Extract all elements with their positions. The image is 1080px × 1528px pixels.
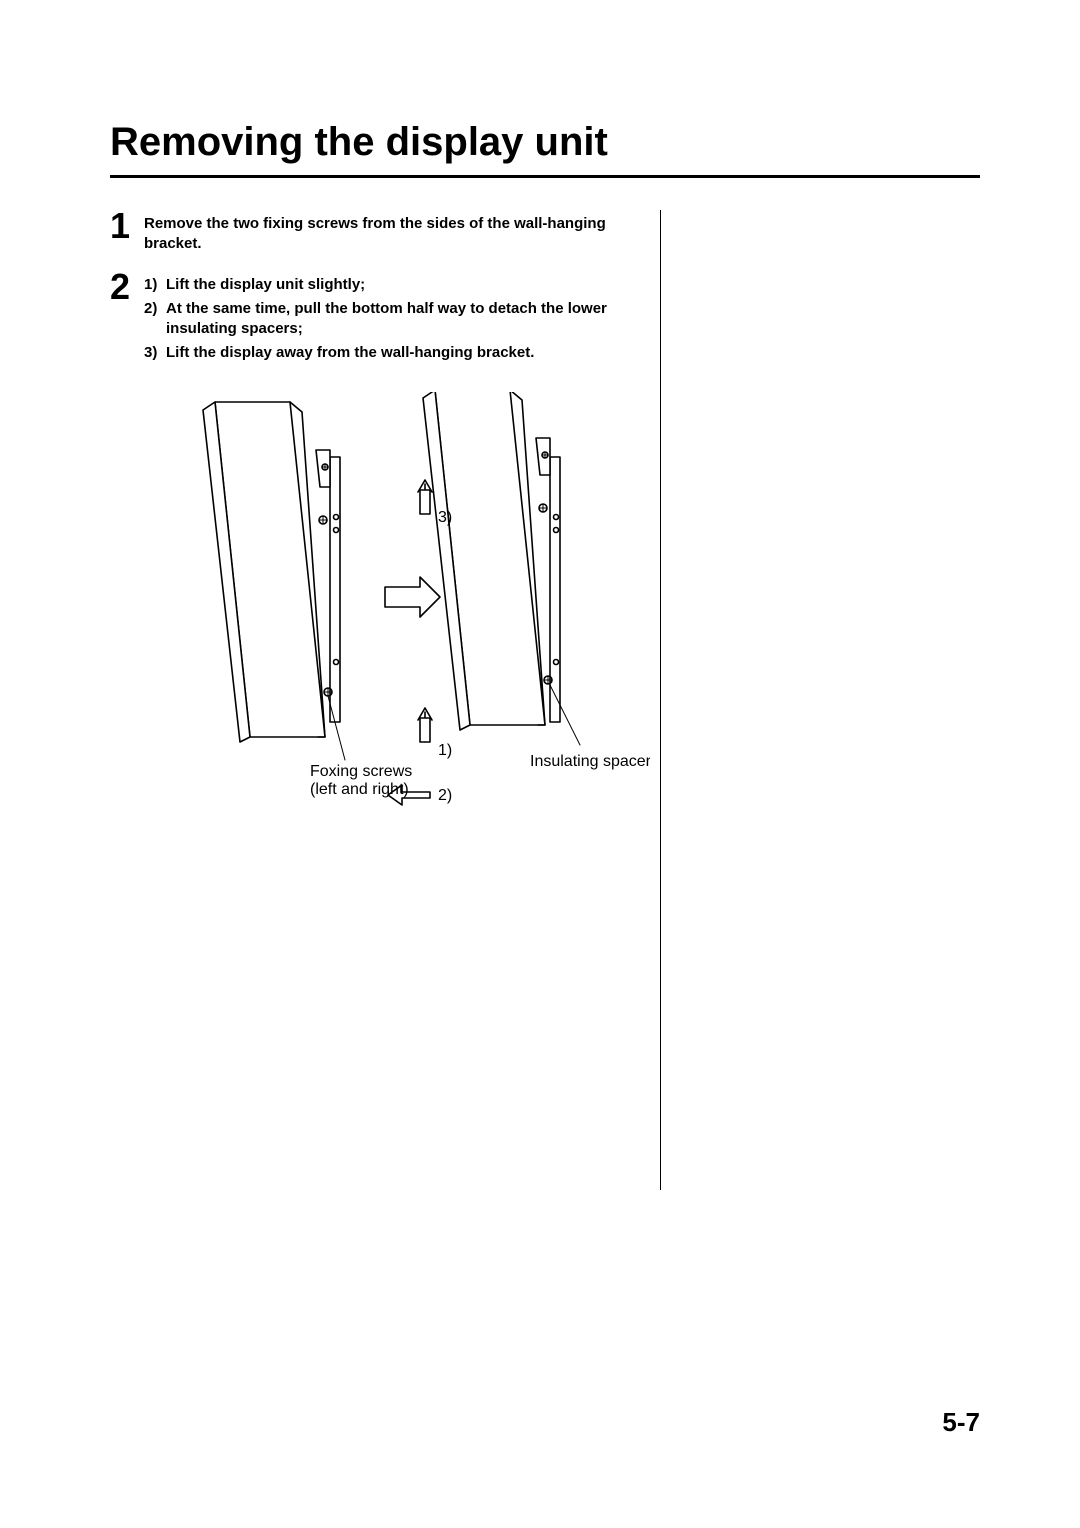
page-number: 5-7 <box>942 1407 980 1438</box>
title-rule <box>110 175 980 178</box>
step-number: 2 <box>110 269 144 305</box>
page: Removing the display unit 1 Remove the t… <box>0 0 1080 1528</box>
step-body: 1) Lift the display unit slightly; 2) At… <box>144 269 665 368</box>
label-insulating: Insulating spacer <box>530 753 650 770</box>
substep-number: 2) <box>144 299 166 340</box>
callout-2: 2) <box>438 787 452 804</box>
step-number: 1 <box>110 208 144 244</box>
step-text: Remove the two fixing screws from the si… <box>144 208 665 255</box>
arrow-up-1 <box>418 708 432 742</box>
label-foxing: Foxing screws <box>310 763 412 780</box>
callout-3: 3) <box>438 509 452 526</box>
label-foxing-sub: (left and right) <box>310 781 409 798</box>
substep-list: 1) Lift the display unit slightly; 2) At… <box>144 275 665 364</box>
substep-number: 3) <box>144 343 166 363</box>
step-1: 1 Remove the two fixing screws from the … <box>110 208 665 255</box>
substep-number: 1) <box>144 275 166 295</box>
substep: 1) Lift the display unit slightly; <box>144 275 665 295</box>
arrow-right-big <box>385 577 440 617</box>
content-column: 1 Remove the two fixing screws from the … <box>110 208 665 832</box>
substep: 3) Lift the display away from the wall-h… <box>144 343 665 363</box>
right-unit <box>423 392 580 745</box>
step-2: 2 1) Lift the display unit slightly; 2) … <box>110 269 665 368</box>
arrow-up-3 <box>418 480 432 514</box>
page-title: Removing the display unit <box>110 120 980 165</box>
substep-text: Lift the display unit slightly; <box>166 275 665 295</box>
callout-1: 1) <box>438 742 452 759</box>
substep-text: Lift the display away from the wall-hang… <box>166 343 665 363</box>
substep-text: At the same time, pull the bottom half w… <box>166 299 665 340</box>
diagram: 3) 1) 2) Foxing screws (left and right) … <box>170 392 665 832</box>
diagram-svg: 3) 1) 2) Foxing screws (left and right) … <box>170 392 650 832</box>
substep: 2) At the same time, pull the bottom hal… <box>144 299 665 340</box>
left-unit <box>203 402 345 760</box>
